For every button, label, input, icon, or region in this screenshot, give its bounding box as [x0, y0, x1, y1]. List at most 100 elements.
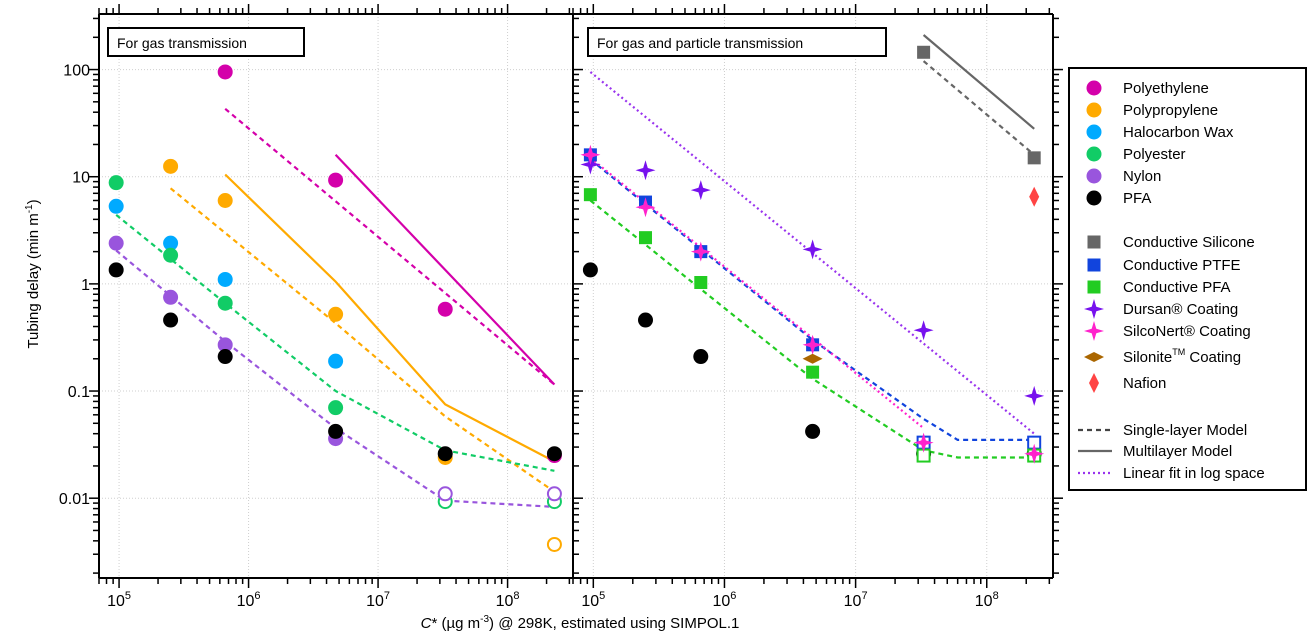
legend-label-text: Nafion: [1123, 375, 1166, 392]
legend-label-polyester: Polyester: [1123, 146, 1186, 163]
data-point-nylon: [108, 235, 124, 251]
legend-label-silconert-coating: SilcoNert® Coating: [1123, 323, 1251, 340]
fit-line-conductive-ptfe-dashed: [589, 158, 1035, 441]
legend-marker-nafion: [1089, 373, 1099, 393]
y-tick-label: 10: [72, 170, 90, 187]
legend-label-text: PFA: [1123, 190, 1151, 207]
data-point-nylon: [163, 289, 179, 305]
x-tick-label: 106: [237, 590, 261, 610]
legend-marker-halocarbon-wax: [1086, 124, 1102, 140]
legend: Polyethylene Polypropylene Halocarbon Wax P…: [1068, 67, 1307, 491]
x-tick-label: 106: [712, 590, 736, 610]
data-point-polyethylene: [217, 64, 233, 80]
legend-marker-pfa: [1086, 190, 1102, 206]
data-point-pfa: [328, 423, 344, 439]
y-tick-label: 1: [81, 277, 90, 294]
legend-marker-polyester: [1086, 146, 1102, 162]
fit-line-polyester-dashed: [115, 214, 555, 472]
legend-label-linear-fit-in-log-space: Linear fit in log space: [1123, 465, 1265, 482]
y-tick-label: 100: [63, 63, 90, 80]
legend-label-text: Nylon: [1123, 168, 1161, 185]
y-axis-title: Tubing delay (min m-1): [24, 199, 42, 348]
legend-label-text: Dursan® Coating: [1123, 301, 1238, 318]
data-point-conductive-pfa: [583, 188, 597, 202]
legend-marker-dursan-coating: [1084, 299, 1104, 319]
data-point-polyethylene: [328, 172, 344, 188]
fit-line-nylon-dashed: [115, 249, 555, 508]
data-point-conductive-silicone: [917, 45, 931, 59]
legend-marker-nylon: [1086, 168, 1102, 184]
x-axis-title-tail: ) @ 298K, estimated using SIMPOL.1: [489, 615, 739, 632]
legend-label-text: Halocarbon Wax: [1123, 124, 1234, 141]
legend-label-dursan-coating: Dursan® Coating: [1123, 301, 1238, 318]
legend-marker-polyethylene: [1086, 80, 1102, 96]
data-point-dursan-coating: [1024, 385, 1045, 406]
axis-ticks: [89, 4, 1063, 588]
data-point-pfa: [693, 349, 709, 365]
y-tick-label: 0.1: [68, 384, 90, 401]
data-point-conductive-pfa: [806, 365, 820, 379]
data-point-dursan-coating: [690, 180, 711, 201]
x-tick-label-exp: 8: [513, 590, 519, 602]
fit-line-conductive-silicone-dashed: [922, 60, 1035, 156]
data-point-dursan-coating: [913, 320, 934, 341]
x-tick-label-exp: 5: [125, 590, 131, 602]
legend-label-polyethylene: Polyethylene: [1123, 80, 1209, 97]
x-axis-title-sup: -3: [480, 614, 489, 625]
legend-label-multilayer-model: Multilayer Model: [1123, 443, 1232, 460]
panel-title-gas-text: For gas transmission: [117, 35, 247, 51]
data-point-halocarbon-wax: [328, 353, 344, 369]
legend-label-text: Conductive PFA: [1123, 279, 1231, 296]
data-point-nylon: [546, 486, 562, 502]
x-tick-label: 108: [496, 590, 520, 610]
data-point-nylon: [437, 486, 453, 502]
data-point-halocarbon-wax: [217, 271, 233, 287]
data-point-nafion: [1029, 186, 1040, 207]
legend-label-text: Conductive Silicone: [1123, 234, 1255, 251]
x-axis-title: C* (µg m-3) @ 298K, estimated using SIMP…: [421, 614, 740, 632]
legend-label-conductive-ptfe: Conductive PTFE: [1123, 257, 1241, 274]
data-point-silconert-coating: [580, 144, 601, 165]
x-tick-label-exp: 8: [993, 590, 999, 602]
legend-label-sup: TM: [1172, 347, 1185, 357]
data-marks: [108, 34, 1045, 552]
x-tick-label-base: 10: [975, 593, 993, 610]
panel-title-gas-particle: For gas and particle transmission: [587, 27, 887, 57]
x-tick-label-base: 10: [844, 593, 862, 610]
x-tick-label-base: 10: [496, 593, 514, 610]
data-point-halocarbon-wax: [108, 198, 124, 214]
x-tick-label-exp: 7: [861, 590, 867, 602]
data-point-pfa: [217, 349, 233, 365]
legend-label-polypropylene: Polypropylene: [1123, 102, 1218, 119]
legend-marker-conductive-silicone: [1087, 235, 1101, 249]
data-point-pfa: [805, 423, 821, 439]
data-point-polyester: [163, 247, 179, 263]
x-tick-label: 108: [975, 590, 999, 610]
legend-label-text: Conductive PTFE: [1123, 257, 1241, 274]
data-point-pfa: [582, 262, 598, 278]
data-point-silconert-coating: [913, 432, 934, 453]
data-point-silonite-coating: [802, 353, 823, 364]
data-point-conductive-silicone: [1027, 151, 1041, 165]
x-tick-label-base: 10: [581, 593, 599, 610]
x-tick-label-exp: 7: [384, 590, 390, 602]
legend-label-conductive-silicone: Conductive Silicone: [1123, 234, 1255, 251]
x-tick-label: 107: [844, 590, 868, 610]
x-axis-title-c: C: [421, 615, 432, 632]
legend-marker-conductive-ptfe: [1087, 258, 1101, 272]
x-tick-label-base: 10: [237, 593, 255, 610]
data-point-pfa: [437, 446, 453, 462]
y-tick-label: 0.01: [59, 491, 90, 508]
data-point-dursan-coating: [635, 160, 656, 181]
legend-label-pfa: PFA: [1123, 190, 1151, 207]
fit-line-polypropylene-dashed: [169, 187, 556, 493]
y-axis-title-main: Tubing delay (min m: [25, 213, 42, 348]
grid-lines: [99, 14, 1053, 578]
x-tick-label: 105: [107, 590, 131, 610]
y-axis-title-tail: ): [25, 199, 42, 204]
panel-title-gas-particle-text: For gas and particle transmission: [597, 35, 803, 51]
data-point-silconert-coating: [635, 197, 656, 218]
data-point-polyester: [328, 400, 344, 416]
data-point-silconert-coating: [690, 241, 711, 262]
x-tick-label: 107: [366, 590, 390, 610]
